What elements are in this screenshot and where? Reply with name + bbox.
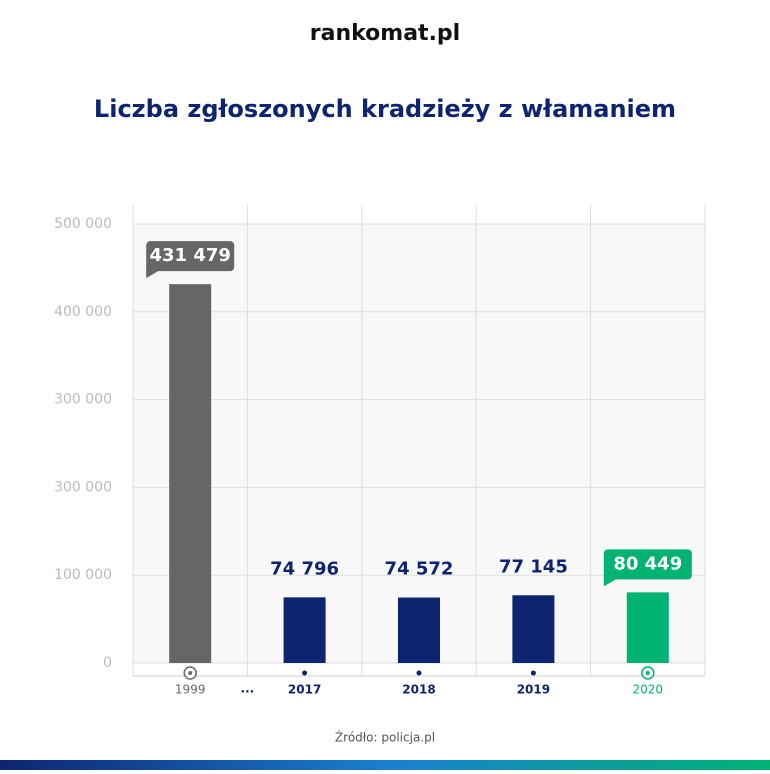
marker-dot (302, 670, 308, 676)
value-label: 74 572 (385, 559, 454, 580)
chart-title: Liczba zgłoszonych kradzieży z włamaniem (94, 95, 676, 123)
value-label: 74 796 (270, 558, 339, 579)
value-label-tail (603, 574, 616, 587)
x-tick-label: 2017 (288, 683, 321, 697)
x-tick-label: 2020 (633, 683, 664, 697)
y-tick-label: 300 000 (54, 392, 112, 408)
value-label-box (146, 241, 235, 272)
axis-break-label: ... (241, 682, 255, 696)
bar (512, 595, 555, 663)
brand-logo: rankomat.pl (310, 21, 460, 46)
y-tick-label: 500 000 (54, 216, 112, 232)
value-label: 80 449 (613, 553, 682, 574)
marker-dot (416, 670, 422, 676)
y-tick-label: 400 000 (54, 304, 112, 320)
value-label: 431 479 (149, 245, 230, 266)
plot-background (133, 224, 705, 663)
value-label-tail (146, 266, 159, 279)
y-tick-label: 300 000 (54, 479, 112, 495)
bar (398, 597, 440, 663)
x-tick-label: 2019 (517, 683, 550, 697)
marker-dot (645, 671, 650, 675)
footer-bar (0, 760, 770, 770)
x-tick-label: 1999 (175, 683, 206, 697)
y-tick-label: 100 000 (54, 567, 112, 583)
bar (283, 597, 326, 663)
y-tick-label: 0 (103, 655, 112, 671)
marker-dot (530, 670, 536, 676)
source: Źródło: policja.pl (335, 730, 435, 745)
marker-dot (188, 671, 193, 675)
value-label-box (603, 549, 692, 580)
bar (169, 284, 212, 663)
x-tick-label: 2018 (402, 683, 435, 697)
value-label: 77 145 (499, 556, 568, 577)
bar (626, 592, 669, 663)
